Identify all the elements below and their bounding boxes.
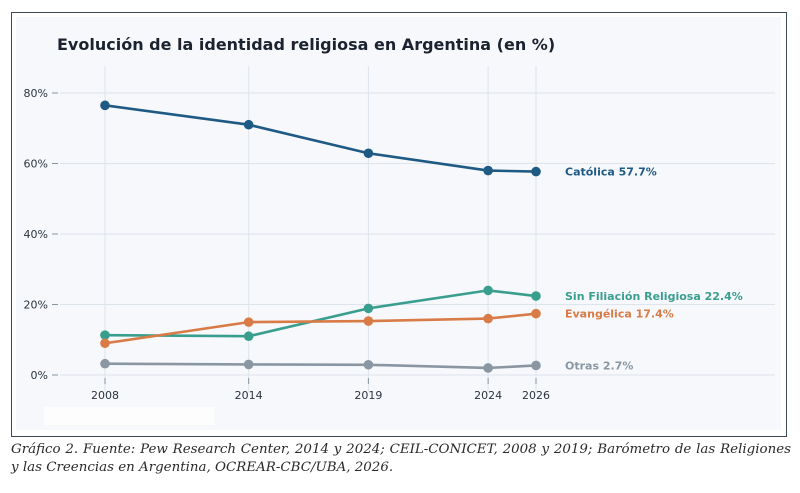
data-point (363, 359, 374, 370)
data-point (483, 285, 493, 296)
line-chart: Evolución de la identidad religiosa en A… (24, 35, 775, 402)
series-end-label: Sin Filiación Religiosa 22.4% (565, 290, 743, 303)
data-point (363, 303, 374, 314)
y-tick-label: 60% (24, 158, 48, 171)
x-tick-label: 2014 (235, 389, 263, 402)
y-tick-label: 20% (24, 299, 48, 312)
x-tick-label: 2008 (91, 389, 119, 402)
data-point (363, 316, 374, 326)
data-point (243, 317, 254, 327)
y-tick-label: 40% (24, 228, 48, 241)
data-point (531, 291, 541, 301)
series-lines (100, 100, 541, 373)
y-tick-label: 0% (31, 369, 48, 382)
data-point (243, 359, 254, 370)
data-point (100, 358, 110, 369)
data-point (100, 330, 110, 340)
data-point (483, 363, 493, 373)
data-point (531, 166, 541, 177)
data-point (243, 119, 254, 130)
figure-caption: Gráfico 2. Fuente: Pew Research Center, … (11, 442, 791, 475)
plot-background (16, 17, 781, 430)
series-end-label: Otras 2.7% (565, 359, 633, 372)
data-point (531, 360, 541, 371)
data-point (483, 165, 493, 176)
x-tick-label: 2024 (474, 389, 502, 402)
chart-title: Evolución de la identidad religiosa en A… (57, 35, 555, 54)
series-line (104, 362, 537, 370)
series-line (104, 312, 537, 345)
y-axis-ticks: 0% 20% 40% 60% 80% (24, 87, 58, 382)
y-tick-label: 80% (24, 87, 48, 100)
data-point (363, 148, 374, 159)
data-point (100, 338, 110, 349)
watermark-mask (44, 407, 214, 425)
series-end-labels: Católica 57.7% Sin Filiación Religiosa 22… (565, 166, 743, 373)
x-tick-label: 2026 (522, 389, 550, 402)
data-point (531, 308, 541, 319)
series-end-label: Católica 57.7% (565, 166, 657, 179)
x-axis-ticks: 2008 2014 2019 2024 2026 (91, 378, 550, 402)
chart-frame (11, 12, 787, 437)
data-point (100, 100, 110, 111)
data-point (483, 313, 493, 324)
series-line (104, 104, 537, 173)
series-end-label: Evangélica 17.4% (565, 308, 674, 321)
data-point (243, 331, 254, 342)
series-line (104, 289, 537, 338)
x-tick-label: 2019 (354, 389, 382, 402)
